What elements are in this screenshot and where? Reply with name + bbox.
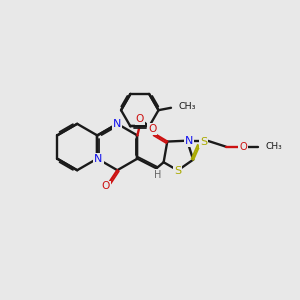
Text: O: O bbox=[148, 124, 156, 134]
Text: H: H bbox=[154, 170, 161, 180]
Text: N: N bbox=[94, 154, 103, 164]
Text: S: S bbox=[174, 166, 182, 176]
Text: N: N bbox=[185, 136, 193, 146]
Text: N: N bbox=[113, 119, 122, 129]
Text: S: S bbox=[200, 137, 207, 147]
Text: O: O bbox=[101, 182, 110, 191]
Text: CH₃: CH₃ bbox=[179, 102, 196, 111]
Text: O: O bbox=[136, 114, 144, 124]
Text: CH₃: CH₃ bbox=[266, 142, 282, 151]
Text: O: O bbox=[239, 142, 247, 152]
